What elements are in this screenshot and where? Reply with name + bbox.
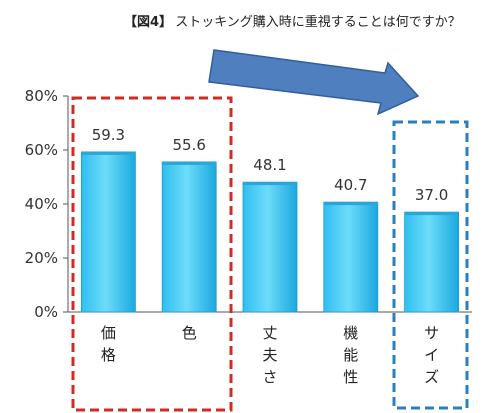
y-tick-label: 0% <box>34 303 58 321</box>
category-label-char: サ <box>424 324 439 342</box>
bar <box>242 181 298 313</box>
category-label-char: さ <box>262 368 277 386</box>
bar-value-label: 55.6 <box>172 136 205 154</box>
category-label-char: 夫 <box>262 346 277 364</box>
category-label-char: 機 <box>343 324 358 342</box>
labels: 59.3 価格 55.6 色 48.1 丈夫さ 40.7 機能性 37.0 サイズ <box>92 126 449 386</box>
bar <box>81 151 136 313</box>
bar-value-label: 48.1 <box>253 156 286 174</box>
price-color-highlight-box <box>71 96 233 412</box>
category-label-char: 格 <box>101 346 116 364</box>
category-label-char: 丈 <box>262 324 277 342</box>
trend-arrow <box>208 49 420 116</box>
bar <box>323 201 379 313</box>
size-highlight-box <box>392 120 469 410</box>
bar-top-edge <box>323 202 378 206</box>
bar-value-label: 37.0 <box>415 186 448 204</box>
y-tick-label: 40% <box>25 195 58 213</box>
category-label-char: ズ <box>424 368 439 386</box>
y-tick-label: 20% <box>25 249 58 267</box>
category-label-char: 能 <box>343 346 358 364</box>
category-label-char: 色 <box>182 324 197 342</box>
category-label-char: 性 <box>343 368 358 386</box>
bar-value-label: 59.3 <box>92 126 125 144</box>
bar-top-edge <box>404 212 459 216</box>
bar-top-edge <box>162 161 217 165</box>
bar-top-edge <box>81 151 136 155</box>
bar <box>161 161 217 313</box>
category-label-char: イ <box>424 346 439 364</box>
bars <box>81 151 460 313</box>
category-label-char: 価 <box>101 324 116 342</box>
y-tick-label: 60% <box>25 141 58 159</box>
figure-label: 【図4】 <box>124 14 172 30</box>
bar-value-label: 40.7 <box>334 176 367 194</box>
chart-title: ストッキング購入時に重視することは何ですか？ <box>175 14 461 30</box>
bar <box>404 211 460 313</box>
bar-top-edge <box>243 182 297 186</box>
y-tick-label: 80% <box>25 87 58 105</box>
